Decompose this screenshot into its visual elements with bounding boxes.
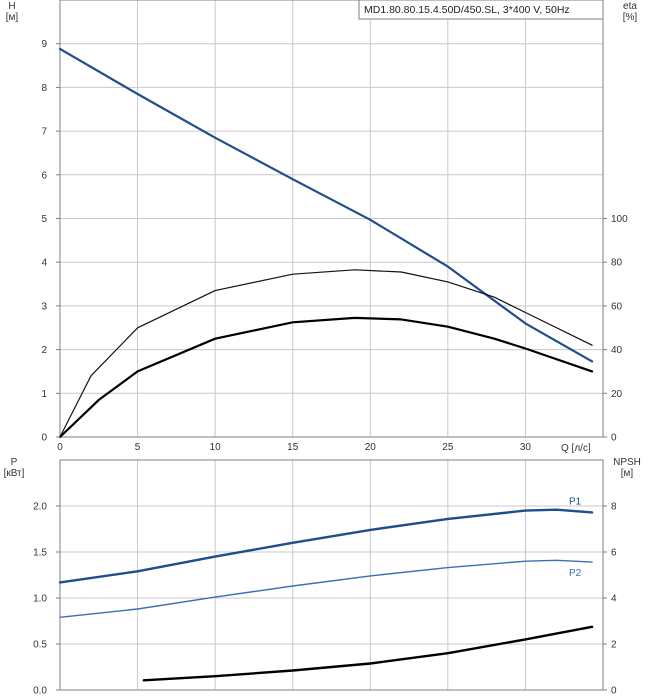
x-tick-label: 5	[135, 442, 141, 453]
y-tick-label: 2.0	[33, 502, 47, 513]
y2-tick-label: 20	[611, 389, 623, 400]
y-tick-label: 3	[41, 301, 47, 312]
y2-tick-label: 6	[611, 548, 617, 559]
x-tick-label: 30	[520, 442, 532, 453]
y2-tick-label: 8	[611, 502, 617, 513]
y-tick-label: 6	[41, 170, 47, 181]
chart-title: MD1.80.80.15.4.50D/450.SL, 3*400 V, 50Hz	[364, 4, 570, 16]
x-tick-label: 25	[442, 442, 454, 453]
x-tick-label: 0	[57, 442, 63, 453]
y-tick-label: 0.5	[33, 640, 47, 651]
series-label-p1: P1	[569, 497, 582, 508]
series-label-p2: P2	[569, 568, 582, 579]
x-tick-label: 15	[287, 442, 299, 453]
power-axis-label: P [кВт]	[4, 457, 25, 479]
y-tick-label: 7	[41, 127, 47, 138]
y-tick-label: 5	[41, 214, 47, 225]
x-tick-label: 20	[365, 442, 377, 453]
efficiency-axis-label: eta [%]	[623, 1, 638, 23]
bottom-tick-labels: 0.0 0.5 1.0 1.5 2.0 0 2 4 6 8	[33, 502, 617, 697]
y-tick-label: 9	[41, 39, 47, 50]
head-curve	[58, 47, 594, 363]
npsh-curve	[142, 625, 594, 682]
y-tick-label: 4	[41, 258, 47, 269]
power-npsh-chart: P1 P2 0.0 0.5 1.0 1.5 2.0 0 2 4 6 8 P [кВт] NPSH [м]	[4, 457, 641, 697]
head-efficiency-chart: 0 1 2 3 4 5 6 7 8 9 0 20 40 60 80 100 0 5 10 15 20 25 30 MD1.8…	[6, 0, 638, 454]
top-series	[58, 47, 594, 439]
y2-tick-label: 0	[611, 686, 617, 697]
y-tick-label: 1	[41, 389, 47, 400]
head-axis-label: H [м]	[6, 1, 19, 23]
y-tick-label: 0	[41, 433, 47, 444]
y2-tick-label: 100	[611, 214, 628, 225]
p2-curve	[59, 559, 593, 618]
y-tick-label: 0.0	[33, 686, 47, 697]
bottom-series: P1 P2	[58, 497, 594, 682]
title-frame	[358, 0, 604, 20]
y2-tick-label: 80	[611, 258, 623, 269]
y-tick-label: 2	[41, 345, 47, 356]
top-tick-labels: 0 1 2 3 4 5 6 7 8 9 0 20 40 60 80 100 0 5 10 15 20 25 30	[41, 39, 628, 453]
y2-tick-label: 0	[611, 433, 617, 444]
y2-tick-label: 40	[611, 345, 623, 356]
flow-axis-label: Q [л/с]	[561, 443, 591, 454]
efficiency-curve-thin	[59, 269, 593, 438]
npsh-axis-label: NPSH [м]	[613, 457, 641, 479]
y-tick-label: 1.5	[33, 548, 47, 559]
y-tick-label: 1.0	[33, 594, 47, 605]
y2-tick-label: 2	[611, 640, 617, 651]
y-tick-label: 8	[41, 83, 47, 94]
top-title-box: MD1.80.80.15.4.50D/450.SL, 3*400 V, 50Hz	[358, 0, 604, 20]
bottom-grid	[59, 459, 604, 691]
y2-tick-label: 60	[611, 301, 623, 312]
efficiency-curve-thick	[58, 316, 594, 439]
p1-curve	[58, 508, 594, 584]
top-grid	[59, 0, 604, 438]
y2-tick-label: 4	[611, 594, 617, 605]
x-tick-label: 10	[210, 442, 222, 453]
bottom-plot-frame	[59, 459, 604, 691]
